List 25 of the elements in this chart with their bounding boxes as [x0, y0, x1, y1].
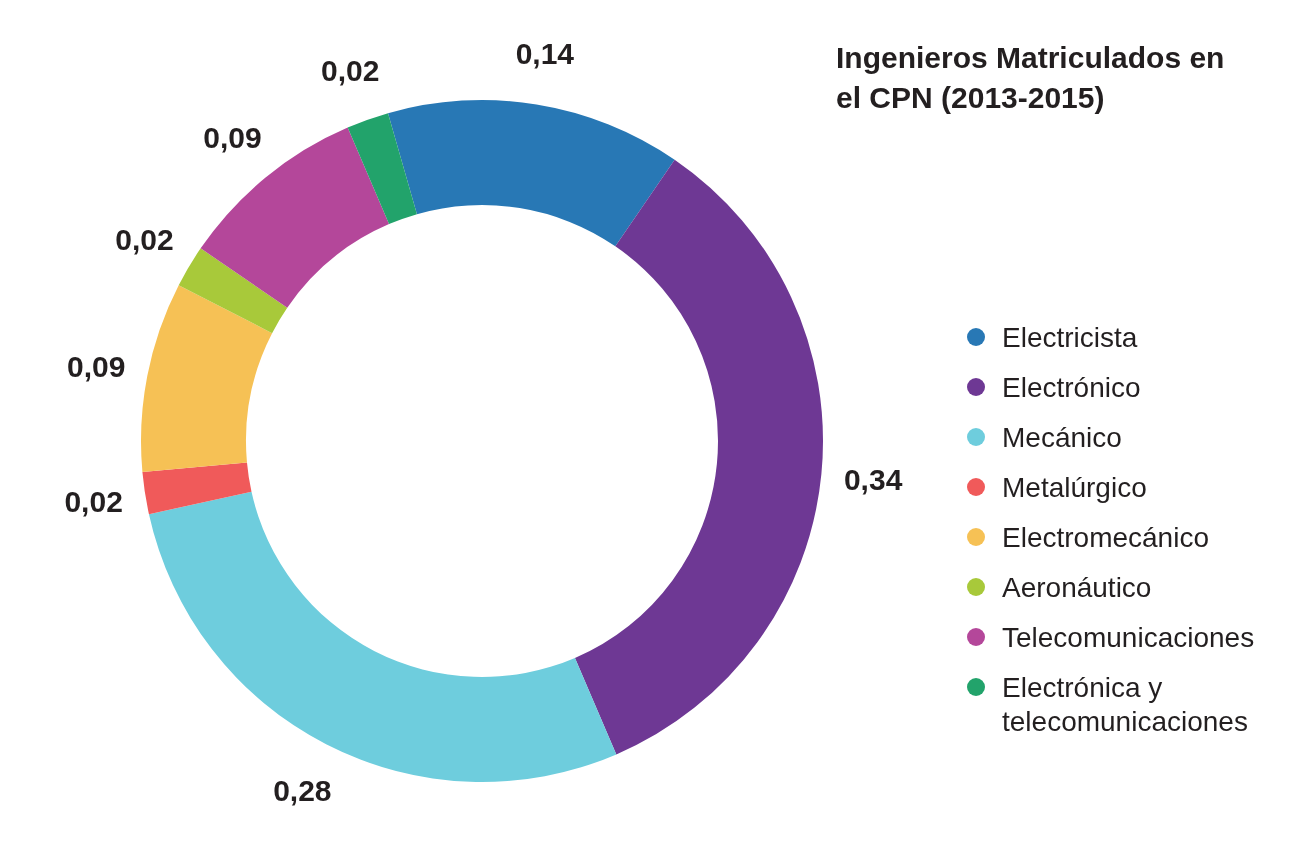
legend-label: Electrónico [1002, 371, 1141, 403]
text: Ingenieros Matriculados en el CPN (2013-2015) [836, 41, 1225, 114]
data-label: 0,14 [515, 36, 575, 70]
data-label: 0,02 [320, 54, 380, 88]
data-label: 0,02 [115, 223, 174, 257]
donut-slice [347, 113, 417, 225]
donut-slice [141, 285, 273, 472]
donut-slice [574, 159, 823, 755]
legend-label: Metalúrgico [1002, 471, 1147, 503]
data-label: 0,28 [273, 774, 332, 808]
legend-label: Electrónica y telecomunicaciones [1002, 671, 1248, 737]
donut-slice [142, 462, 252, 515]
data-label: 0,09 [67, 349, 126, 383]
data-label: 0,02 [64, 484, 123, 518]
donut-slice [200, 127, 390, 308]
donut-slice [388, 100, 675, 247]
legend-label: Electricista [1002, 321, 1138, 353]
donut-slice [148, 491, 617, 782]
legend-label: Electromecánico [1002, 521, 1209, 553]
data-label: 0,34 [843, 462, 903, 496]
data-label: 0,09 [203, 120, 262, 154]
legend-label: Telecomunicaciones [1002, 621, 1255, 653]
legend-label: Aeronáutico [1002, 571, 1152, 603]
donut-slice [178, 248, 288, 334]
legend-label: Mecánico [1002, 421, 1122, 453]
